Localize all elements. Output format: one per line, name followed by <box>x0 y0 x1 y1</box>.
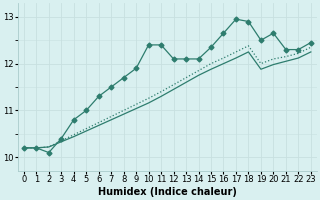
X-axis label: Humidex (Indice chaleur): Humidex (Indice chaleur) <box>98 187 237 197</box>
